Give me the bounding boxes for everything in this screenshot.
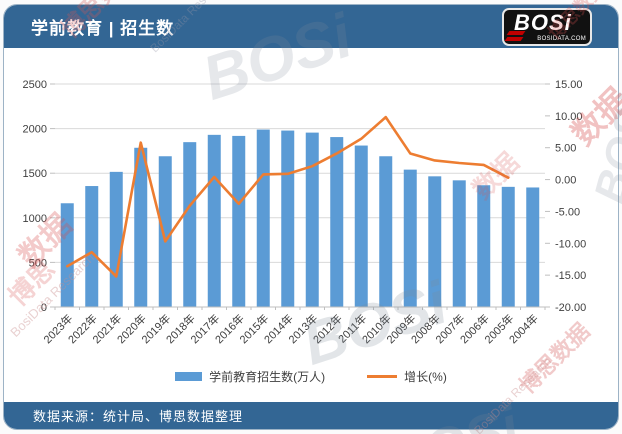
bosi-logo-text: BOSi [514,10,572,35]
growth-line [65,115,510,278]
bar-2012年 [330,137,344,307]
svg-text:15.00: 15.00 [555,79,583,91]
data-source-text: 数据来源：统计局、博思数据整理 [33,409,244,424]
bar-2017年 [207,134,221,307]
legend-item-growth: 增长(%) [367,368,447,385]
bar-2023年 [60,203,74,307]
bar-2022年 [85,186,99,307]
combo-chart: 2500 2000 1500 1000 500 0 15.00 10.00 5.00 0.00 -5… [23,79,587,346]
svg-text:2500: 2500 [23,79,47,91]
bar-2010年 [379,156,393,307]
svg-text:0: 0 [41,302,47,314]
legend-label-enrollment: 学前教育招生数(万人) [209,370,326,384]
bar-2011年 [354,145,368,307]
svg-text:0.00: 0.00 [555,175,576,187]
svg-text:-5.00: -5.00 [555,206,580,218]
bosi-logo-domain: BOSIDATA.COM [537,36,586,42]
chart-area: 2500 2000 1500 1000 500 0 15.00 10.00 5.00 0.00 -5… [4,48,618,368]
svg-text:2000: 2000 [23,124,47,136]
bar-2004年 [526,187,540,307]
bar-2008年 [428,176,442,307]
svg-text:-20.00: -20.00 [555,302,586,314]
bosi-logo: BOSi BOSIDATA.COM [502,8,592,46]
axes [50,83,550,310]
bar-2014年 [281,130,295,307]
logo-stripe-icon [506,31,526,35]
x-axis-labels: 2023年2022年2021年2020年2019年2018年2017年2016年… [40,311,540,346]
title-bar: 学前教育 | 招生数 BOSi BOSIDATA.COM [4,5,618,48]
left-axis-labels: 2500 2000 1500 1000 500 0 [23,79,47,314]
svg-text:10.00: 10.00 [555,111,583,123]
bar-2013年 [305,132,319,307]
bar-2019年 [158,156,172,307]
svg-text:1000: 1000 [23,213,47,225]
bar-2016年 [232,135,246,307]
bar-2020年 [134,147,148,307]
svg-text:-10.00: -10.00 [555,238,586,250]
bar-2009年 [403,169,417,307]
logo-stripe-icon [504,37,524,41]
right-axis-labels: 15.00 10.00 5.00 0.00 -5.00 -10.00 -15.00 -20.0… [555,79,586,314]
report-card: 学前教育 | 招生数 BOSi BOSIDATA.COM 2500 2000 150… [3,4,619,430]
legend-label-growth: 增长(%) [404,370,447,384]
gridlines [55,83,545,263]
bar-2015年 [256,129,270,307]
svg-text:-15.00: -15.00 [555,270,586,282]
chart-legend: 学前教育招生数(万人) 增长(%) [4,368,618,385]
svg-text:5.00: 5.00 [555,143,576,155]
bar-2005年 [501,186,515,307]
page-title: 学前教育 | 招生数 [31,19,175,38]
bar-2007年 [452,180,466,307]
line-series-swatch [367,375,398,378]
bar-2021年 [109,171,123,307]
bar-series-swatch [175,372,203,381]
svg-text:1500: 1500 [23,168,47,180]
source-bar: 数据来源：统计局、博思数据整理 [4,402,618,429]
svg-text:500: 500 [29,257,47,269]
bar-2006年 [477,185,491,307]
bar-2018年 [183,142,197,307]
legend-item-enrollment: 学前教育招生数(万人) [175,368,325,385]
